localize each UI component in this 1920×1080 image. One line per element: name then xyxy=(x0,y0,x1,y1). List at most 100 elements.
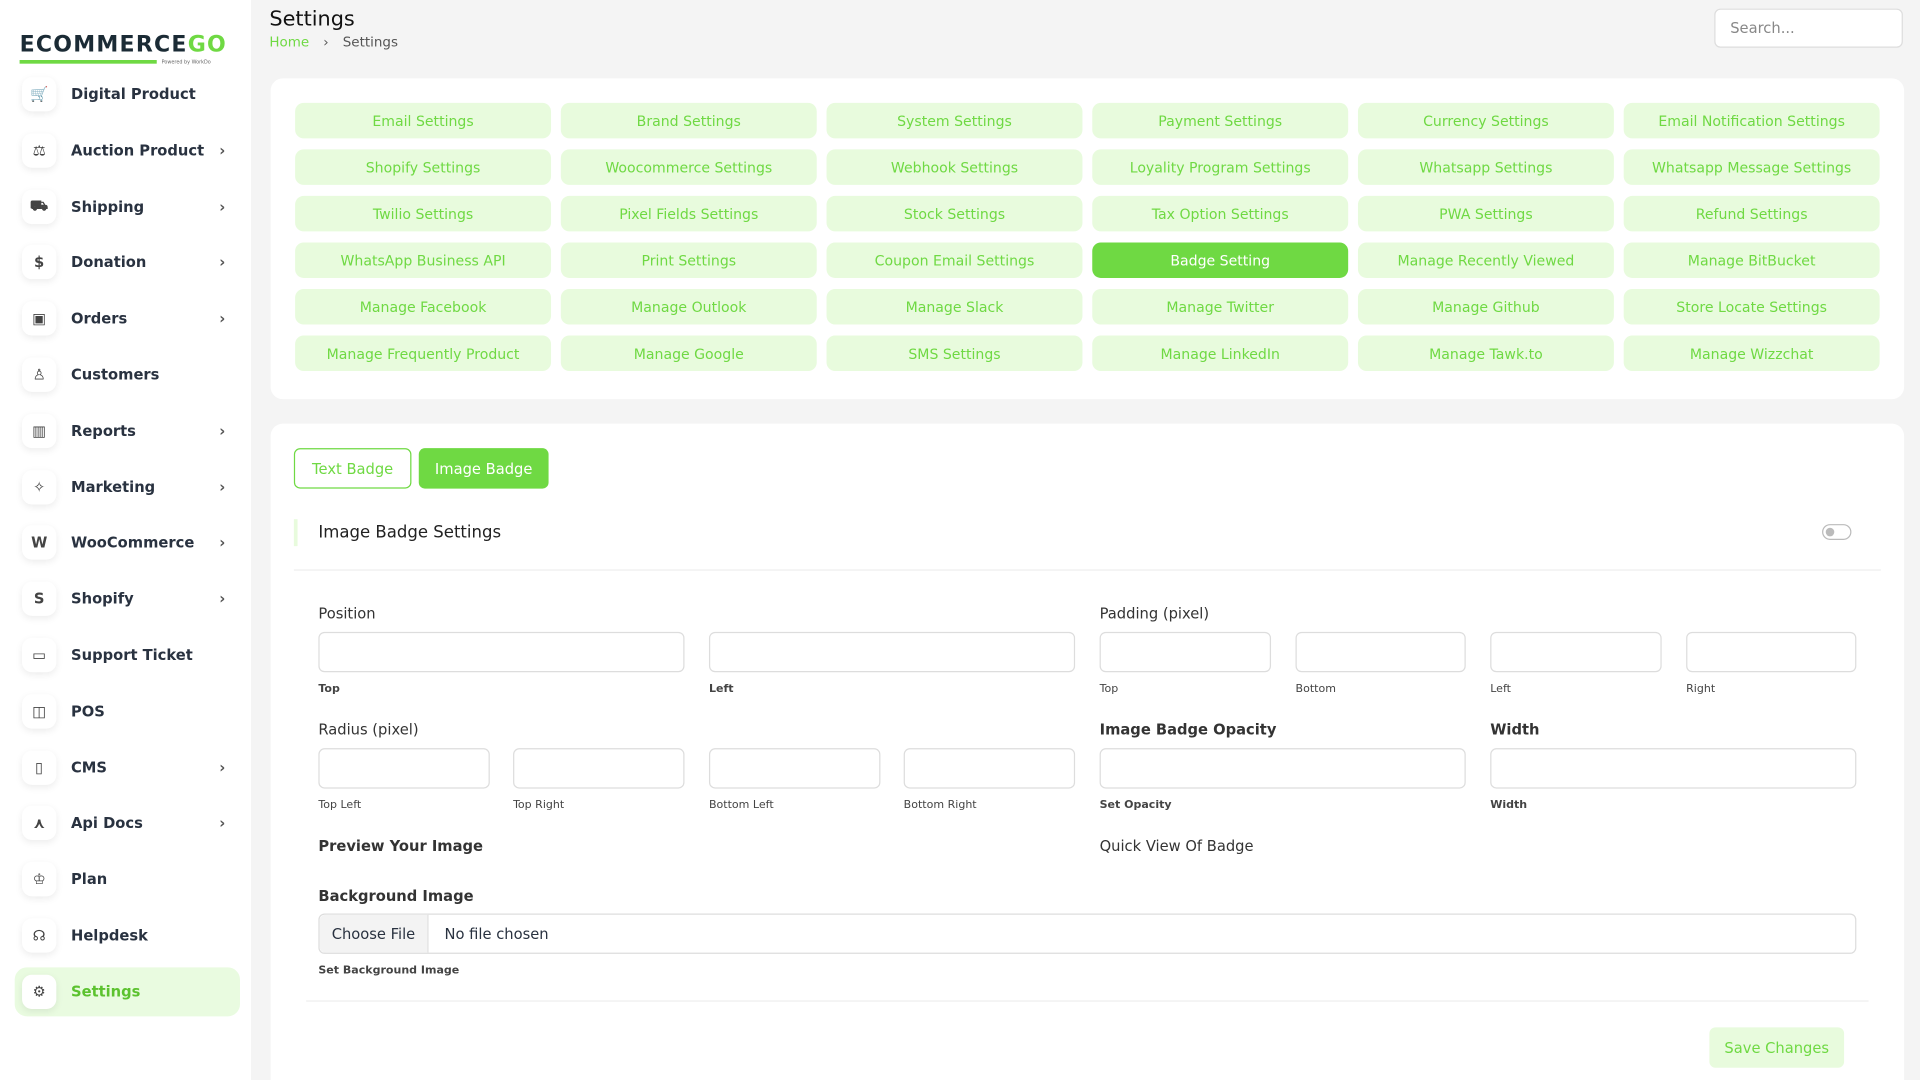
settings-menu-store-locate-settings[interactable]: Store Locate Settings xyxy=(1623,288,1880,325)
padding-top-input[interactable] xyxy=(1099,631,1272,673)
padding-bottom-input[interactable] xyxy=(1295,631,1466,673)
settings-menu-manage-google[interactable]: Manage Google xyxy=(560,335,817,372)
settings-menu-manage-bitbucket[interactable]: Manage BitBucket xyxy=(1623,242,1880,278)
position-left-input[interactable] xyxy=(708,631,1076,673)
sidebar-item-helpdesk[interactable]: ☊ Helpdesk xyxy=(15,911,240,960)
opacity-sub-label: Set Opacity xyxy=(1099,799,1172,812)
settings-menu-print-settings[interactable]: Print Settings xyxy=(560,242,817,278)
chevron-right-icon: › xyxy=(219,590,226,608)
settings-menu-pixel-fields-settings[interactable]: Pixel Fields Settings xyxy=(560,195,817,232)
shopify-icon: S xyxy=(22,581,57,617)
settings-menu-manage-recently-viewed[interactable]: Manage Recently Viewed xyxy=(1357,242,1614,278)
settings-menu-manage-slack[interactable]: Manage Slack xyxy=(826,288,1083,325)
chevron-right-icon: › xyxy=(219,758,226,776)
sidebar-item-support-ticket[interactable]: ▭ Support Ticket xyxy=(15,631,240,680)
settings-menu-woocommerce-settings[interactable]: Woocommerce Settings xyxy=(560,149,817,185)
opacity-input[interactable] xyxy=(1099,748,1466,789)
settings-menu-shopify-settings[interactable]: Shopify Settings xyxy=(295,149,552,185)
padding-bottom-label: Bottom xyxy=(1295,683,1336,696)
radius-label: Radius (pixel) xyxy=(318,721,419,739)
sidebar-item-api-docs[interactable]: ⋏ Api Docs › xyxy=(15,799,240,848)
settings-menu-whatsapp-settings[interactable]: Whatsapp Settings xyxy=(1357,149,1614,185)
truck-icon: ⛟ xyxy=(22,189,57,224)
sidebar-item-settings[interactable]: ⚙ Settings xyxy=(14,967,241,1017)
settings-menu-stock-settings[interactable]: Stock Settings xyxy=(826,195,1083,232)
settings-menu-manage-github[interactable]: Manage Github xyxy=(1357,288,1614,325)
radius-bottom-right-input[interactable] xyxy=(903,748,1076,789)
sidebar-item-digital-product[interactable]: 🛒 Digital Product xyxy=(15,70,240,119)
search-input[interactable]: Search... xyxy=(1714,8,1903,48)
settings-menu-loyality-program-settings[interactable]: Loyality Program Settings xyxy=(1092,149,1349,185)
settings-menu-manage-linkedin[interactable]: Manage LinkedIn xyxy=(1092,335,1349,372)
settings-menu-manage-tawk-to[interactable]: Manage Tawk.to xyxy=(1357,335,1614,372)
settings-menu-currency-settings[interactable]: Currency Settings xyxy=(1357,102,1614,139)
logo[interactable]: ECOMMERCEGO Powered by WorkDo xyxy=(19,31,227,65)
sidebar-item-marketing[interactable]: ✧ Marketing › xyxy=(15,462,240,511)
sidebar-item-label: Donation xyxy=(71,253,147,272)
settings-menu-whatsapp-message-settings[interactable]: Whatsapp Message Settings xyxy=(1623,149,1880,185)
sidebar-item-label: Plan xyxy=(71,870,108,888)
settings-menu-manage-outlook[interactable]: Manage Outlook xyxy=(560,288,817,325)
opacity-label: Image Badge Opacity xyxy=(1099,721,1277,739)
image-badge-toggle[interactable] xyxy=(1822,524,1852,541)
position-top-input[interactable] xyxy=(318,631,685,673)
api-icon: ⋏ xyxy=(22,806,57,841)
position-top-label: Top xyxy=(318,683,340,696)
logo-text-accent: GO xyxy=(187,31,227,58)
sidebar-item-customers[interactable]: ♙ Customers xyxy=(15,350,240,399)
tab-image-badge[interactable]: Image Badge xyxy=(418,448,549,489)
choose-file-button[interactable]: Choose File xyxy=(319,914,429,953)
background-image-file-input[interactable]: Choose File No file chosen xyxy=(318,913,1857,954)
save-changes-button[interactable]: Save Changes xyxy=(1709,1027,1845,1068)
padding-right-input[interactable] xyxy=(1686,631,1857,673)
settings-menu-email-notification-settings[interactable]: Email Notification Settings xyxy=(1623,102,1880,139)
settings-menu-system-settings[interactable]: System Settings xyxy=(826,102,1083,139)
tab-text-badge[interactable]: Text Badge xyxy=(293,448,412,489)
settings-menu-whatsapp-business-api[interactable]: WhatsApp Business API xyxy=(295,242,552,278)
settings-menu-badge-setting[interactable]: Badge Setting xyxy=(1092,242,1349,278)
settings-menu-sms-settings[interactable]: SMS Settings xyxy=(826,335,1083,372)
settings-menu-manage-twitter[interactable]: Manage Twitter xyxy=(1092,288,1349,325)
settings-menu-manage-frequently-product[interactable]: Manage Frequently Product xyxy=(295,335,552,372)
settings-menu-coupon-email-settings[interactable]: Coupon Email Settings xyxy=(826,242,1083,278)
sidebar-item-cms[interactable]: ▯ CMS › xyxy=(15,743,240,792)
settings-menu-payment-settings[interactable]: Payment Settings xyxy=(1092,102,1349,139)
woocommerce-icon: W xyxy=(22,525,57,561)
trophy-icon: ♔ xyxy=(22,862,57,897)
settings-menu-brand-settings[interactable]: Brand Settings xyxy=(560,102,817,139)
sidebar-item-shipping[interactable]: ⛟ Shipping › xyxy=(15,182,240,231)
padding-top-label: Top xyxy=(1099,683,1119,696)
settings-menu-webhook-settings[interactable]: Webhook Settings xyxy=(826,149,1083,185)
padding-left-input[interactable] xyxy=(1490,631,1662,673)
radius-bottom-left-input[interactable] xyxy=(708,748,881,789)
sidebar-item-auction-product[interactable]: ⚖ Auction Product › xyxy=(15,126,240,175)
sidebar-item-label: Settings xyxy=(71,982,141,1001)
sidebar-item-reports[interactable]: ▥ Reports › xyxy=(15,406,240,455)
sidebar-item-shopify[interactable]: S Shopify › xyxy=(15,575,240,624)
radius-top-right-input[interactable] xyxy=(513,748,685,789)
width-sub-label: Width xyxy=(1490,799,1528,812)
settings-menu-refund-settings[interactable]: Refund Settings xyxy=(1623,195,1880,232)
settings-menu-tax-option-settings[interactable]: Tax Option Settings xyxy=(1092,195,1349,232)
radius-top-left-input[interactable] xyxy=(318,748,490,789)
sidebar-item-woocommerce[interactable]: W WooCommerce › xyxy=(15,518,240,567)
settings-menu-twilio-settings[interactable]: Twilio Settings xyxy=(295,195,552,232)
sidebar-item-label: Customers xyxy=(71,366,160,384)
sidebar-item-label: Reports xyxy=(71,422,136,440)
sidebar-item-orders[interactable]: ▣ Orders › xyxy=(15,294,240,343)
settings-menu-pwa-settings[interactable]: PWA Settings xyxy=(1357,195,1614,232)
width-input[interactable] xyxy=(1490,748,1857,789)
settings-menu-card: Email Settings Brand Settings System Setti… xyxy=(270,78,1905,400)
sidebar-item-plan[interactable]: ♔ Plan xyxy=(15,855,240,904)
section-title: Image Badge Settings xyxy=(318,522,502,543)
breadcrumb-home[interactable]: Home xyxy=(269,34,310,51)
breadcrumb-current: Settings xyxy=(342,34,398,51)
cart-plus-icon: 🛒 xyxy=(22,77,57,112)
sidebar-item-donation[interactable]: $ Donation › xyxy=(15,238,240,287)
settings-menu-manage-wizzchat[interactable]: Manage Wizzchat xyxy=(1623,335,1880,372)
padding-right-label: Right xyxy=(1686,683,1716,696)
settings-menu-email-settings[interactable]: Email Settings xyxy=(295,102,552,139)
settings-menu-manage-facebook[interactable]: Manage Facebook xyxy=(295,288,552,325)
sidebar-item-label: Marketing xyxy=(71,478,156,496)
sidebar-item-pos[interactable]: ◫ POS xyxy=(15,687,240,736)
